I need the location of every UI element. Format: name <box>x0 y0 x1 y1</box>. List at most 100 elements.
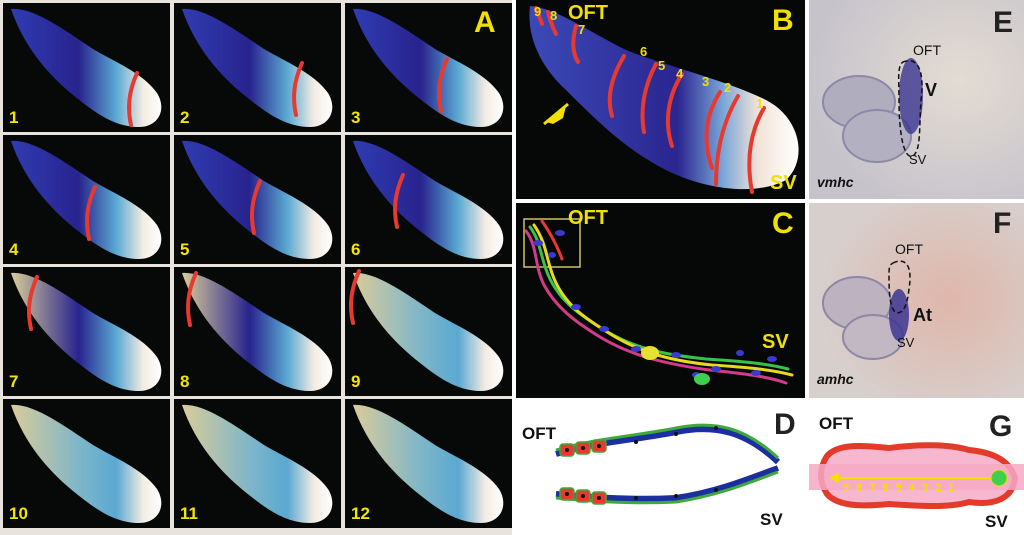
panel-a-heart-image <box>182 8 333 127</box>
panel-a-cell: 8 <box>174 267 341 396</box>
panel-a-cell: 3 <box>345 3 512 132</box>
panel-f: OFT At SV amhc F <box>809 203 1024 398</box>
panel-a-heart-image <box>11 404 162 523</box>
panel-a-cell-number: 8 <box>180 372 190 391</box>
panel-a-heart-shape <box>353 272 504 391</box>
panel-a-heart-image <box>11 140 162 259</box>
panel-a-heart-image <box>353 8 504 127</box>
panel-f-letter: F <box>993 207 1012 240</box>
panel-b-sv-label: SV <box>770 172 797 194</box>
panel-b-band-4: 4 <box>676 66 684 81</box>
panel-f-sv-label: SV <box>897 335 915 350</box>
panel-a-cell: 11 <box>174 399 341 528</box>
panel-a-cell-number: 11 <box>180 504 198 523</box>
panel-d-letter: D <box>774 408 796 441</box>
panel-a-cell-number: 12 <box>351 504 370 523</box>
panel-b: 9 8 OFT 7 6 5 4 3 2 1 SV B <box>516 0 805 199</box>
panel-a-cell: 2 <box>174 3 341 132</box>
panel-g-sv-label: SV <box>985 512 1008 531</box>
panel-a-heart-image <box>182 404 333 523</box>
panel-a-heart-image <box>182 140 333 259</box>
panel-a-heart-shape <box>182 140 333 259</box>
panel-g-diagram <box>809 442 1024 509</box>
panel-a-heart-shape <box>182 404 333 523</box>
panel-g-oft-label: OFT <box>819 414 853 433</box>
panel-b-band-3: 3 <box>702 74 710 89</box>
panel-a-heart-shape <box>182 272 333 391</box>
panel-a-cell: 7 <box>3 267 170 396</box>
panel-c: OFT SV C <box>516 203 805 398</box>
panel-b-band-1: 1 <box>756 96 764 111</box>
panel-f-gene-label: amhc <box>817 371 854 387</box>
panel-a-cell: 9 <box>345 267 512 396</box>
panel-e-v-label: V <box>925 80 938 100</box>
panel-a-heart-image <box>353 404 504 523</box>
panel-a-cell-number: 10 <box>9 504 28 523</box>
panel-d-diagram <box>555 423 781 505</box>
panel-g-segment-labels: 9 8 7 6 5 4 3 2 1 <box>843 482 957 494</box>
panel-a-heart-shape <box>11 8 162 127</box>
panel-d-sv-label: SV <box>760 510 783 529</box>
panel-a-cell-number: 1 <box>9 108 19 127</box>
panel-a-heart-shape <box>353 404 504 523</box>
panel-a-cell: 6 <box>345 135 512 264</box>
panel-d: OFT SV D <box>516 402 805 535</box>
panel-a-red-band <box>292 61 304 117</box>
panel-a-red-band <box>186 271 198 327</box>
panel-a: 1 2 3 4 5 6 7 8 9 10 11 12 A <box>0 0 512 535</box>
panel-b-band-2: 2 <box>724 80 732 95</box>
panel-a-cell: 4 <box>3 135 170 264</box>
panel-f-oft-label: OFT <box>895 241 923 257</box>
panel-g: OFT 9 8 7 6 5 4 3 2 1 SV G <box>809 402 1024 535</box>
panel-b-band-8: 8 <box>550 8 558 23</box>
panel-a-heart-image <box>182 271 333 391</box>
panel-a-cell-number: 4 <box>9 240 19 259</box>
panel-b-letter: B <box>772 4 794 37</box>
panel-b-band-9: 9 <box>534 4 542 19</box>
panel-a-cell-number: 2 <box>180 108 190 127</box>
panel-a-heart-shape <box>11 404 162 523</box>
panel-e-sv-label: SV <box>909 152 927 167</box>
panel-b-image <box>529 6 799 194</box>
panel-a-red-band <box>250 179 262 235</box>
panel-a-heart-shape <box>182 8 333 127</box>
panel-a-red-band <box>27 275 39 331</box>
panel-a-heart-image <box>11 272 162 391</box>
panel-b-band-5: 5 <box>658 58 666 73</box>
panel-b-oft-label: OFT <box>568 2 608 24</box>
panel-c-image <box>523 218 794 385</box>
panel-a-red-band <box>127 71 139 127</box>
panel-a-cell-number: 3 <box>351 108 361 127</box>
panel-e-gene-label: vmhc <box>817 174 854 190</box>
panel-e-image <box>809 0 1024 199</box>
panel-b-band-6: 6 <box>640 44 648 59</box>
panel-e-letter: E <box>993 6 1014 39</box>
panel-a-red-band <box>85 185 97 241</box>
panel-a-heart-shape <box>353 8 504 127</box>
panel-c-sv-label: SV <box>762 331 789 353</box>
panel-a-cell-number: 9 <box>351 372 361 391</box>
panel-a-heart-shape <box>353 140 504 259</box>
panel-c-oft-label: OFT <box>568 207 608 229</box>
panel-g-letter: G <box>989 410 1013 443</box>
panel-a-heart-shape <box>11 272 162 391</box>
panel-a-heart-image <box>11 8 162 127</box>
panel-a-cell-number: 6 <box>351 240 361 259</box>
panel-a-cell-number: 5 <box>180 240 190 259</box>
panel-e: OFT V SV vmhc E <box>809 0 1024 199</box>
panel-a-cell-number: 7 <box>9 372 19 391</box>
panel-a-heart-image <box>349 269 504 391</box>
panel-a-letter: A <box>474 6 496 39</box>
panel-a-cell: 12 <box>345 399 512 528</box>
panel-b-band-7: 7 <box>578 22 586 37</box>
panel-a-cell: 5 <box>174 135 341 264</box>
panel-f-at-label: At <box>913 305 932 325</box>
panel-a-cell: 10 <box>3 399 170 528</box>
panel-a-heart-image <box>353 140 504 259</box>
panel-a-red-band <box>393 173 405 229</box>
panel-a-red-band <box>437 57 449 113</box>
panel-a-red-band <box>349 269 361 325</box>
panel-d-oft-label: OFT <box>522 424 556 443</box>
panel-c-letter: C <box>772 207 794 240</box>
panel-e-oft-label: OFT <box>913 42 941 58</box>
